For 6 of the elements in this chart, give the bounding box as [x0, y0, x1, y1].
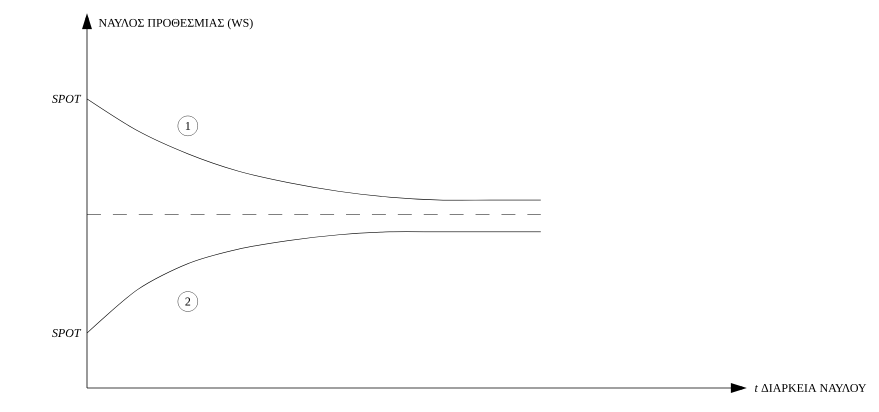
series-label: 1: [186, 122, 190, 130]
text: ΝΑΥΛΟΣ ΠΡΟΘΕΣΜΙΑΣ (WS): [98, 18, 253, 30]
text: t ΔΙΑΡΚΕΙΑ ΝΑΥΛΟΥ: [755, 384, 866, 392]
text: SPOT: [52, 329, 82, 338]
text: 2: [185, 298, 190, 306]
text: SPOT: [52, 94, 82, 103]
